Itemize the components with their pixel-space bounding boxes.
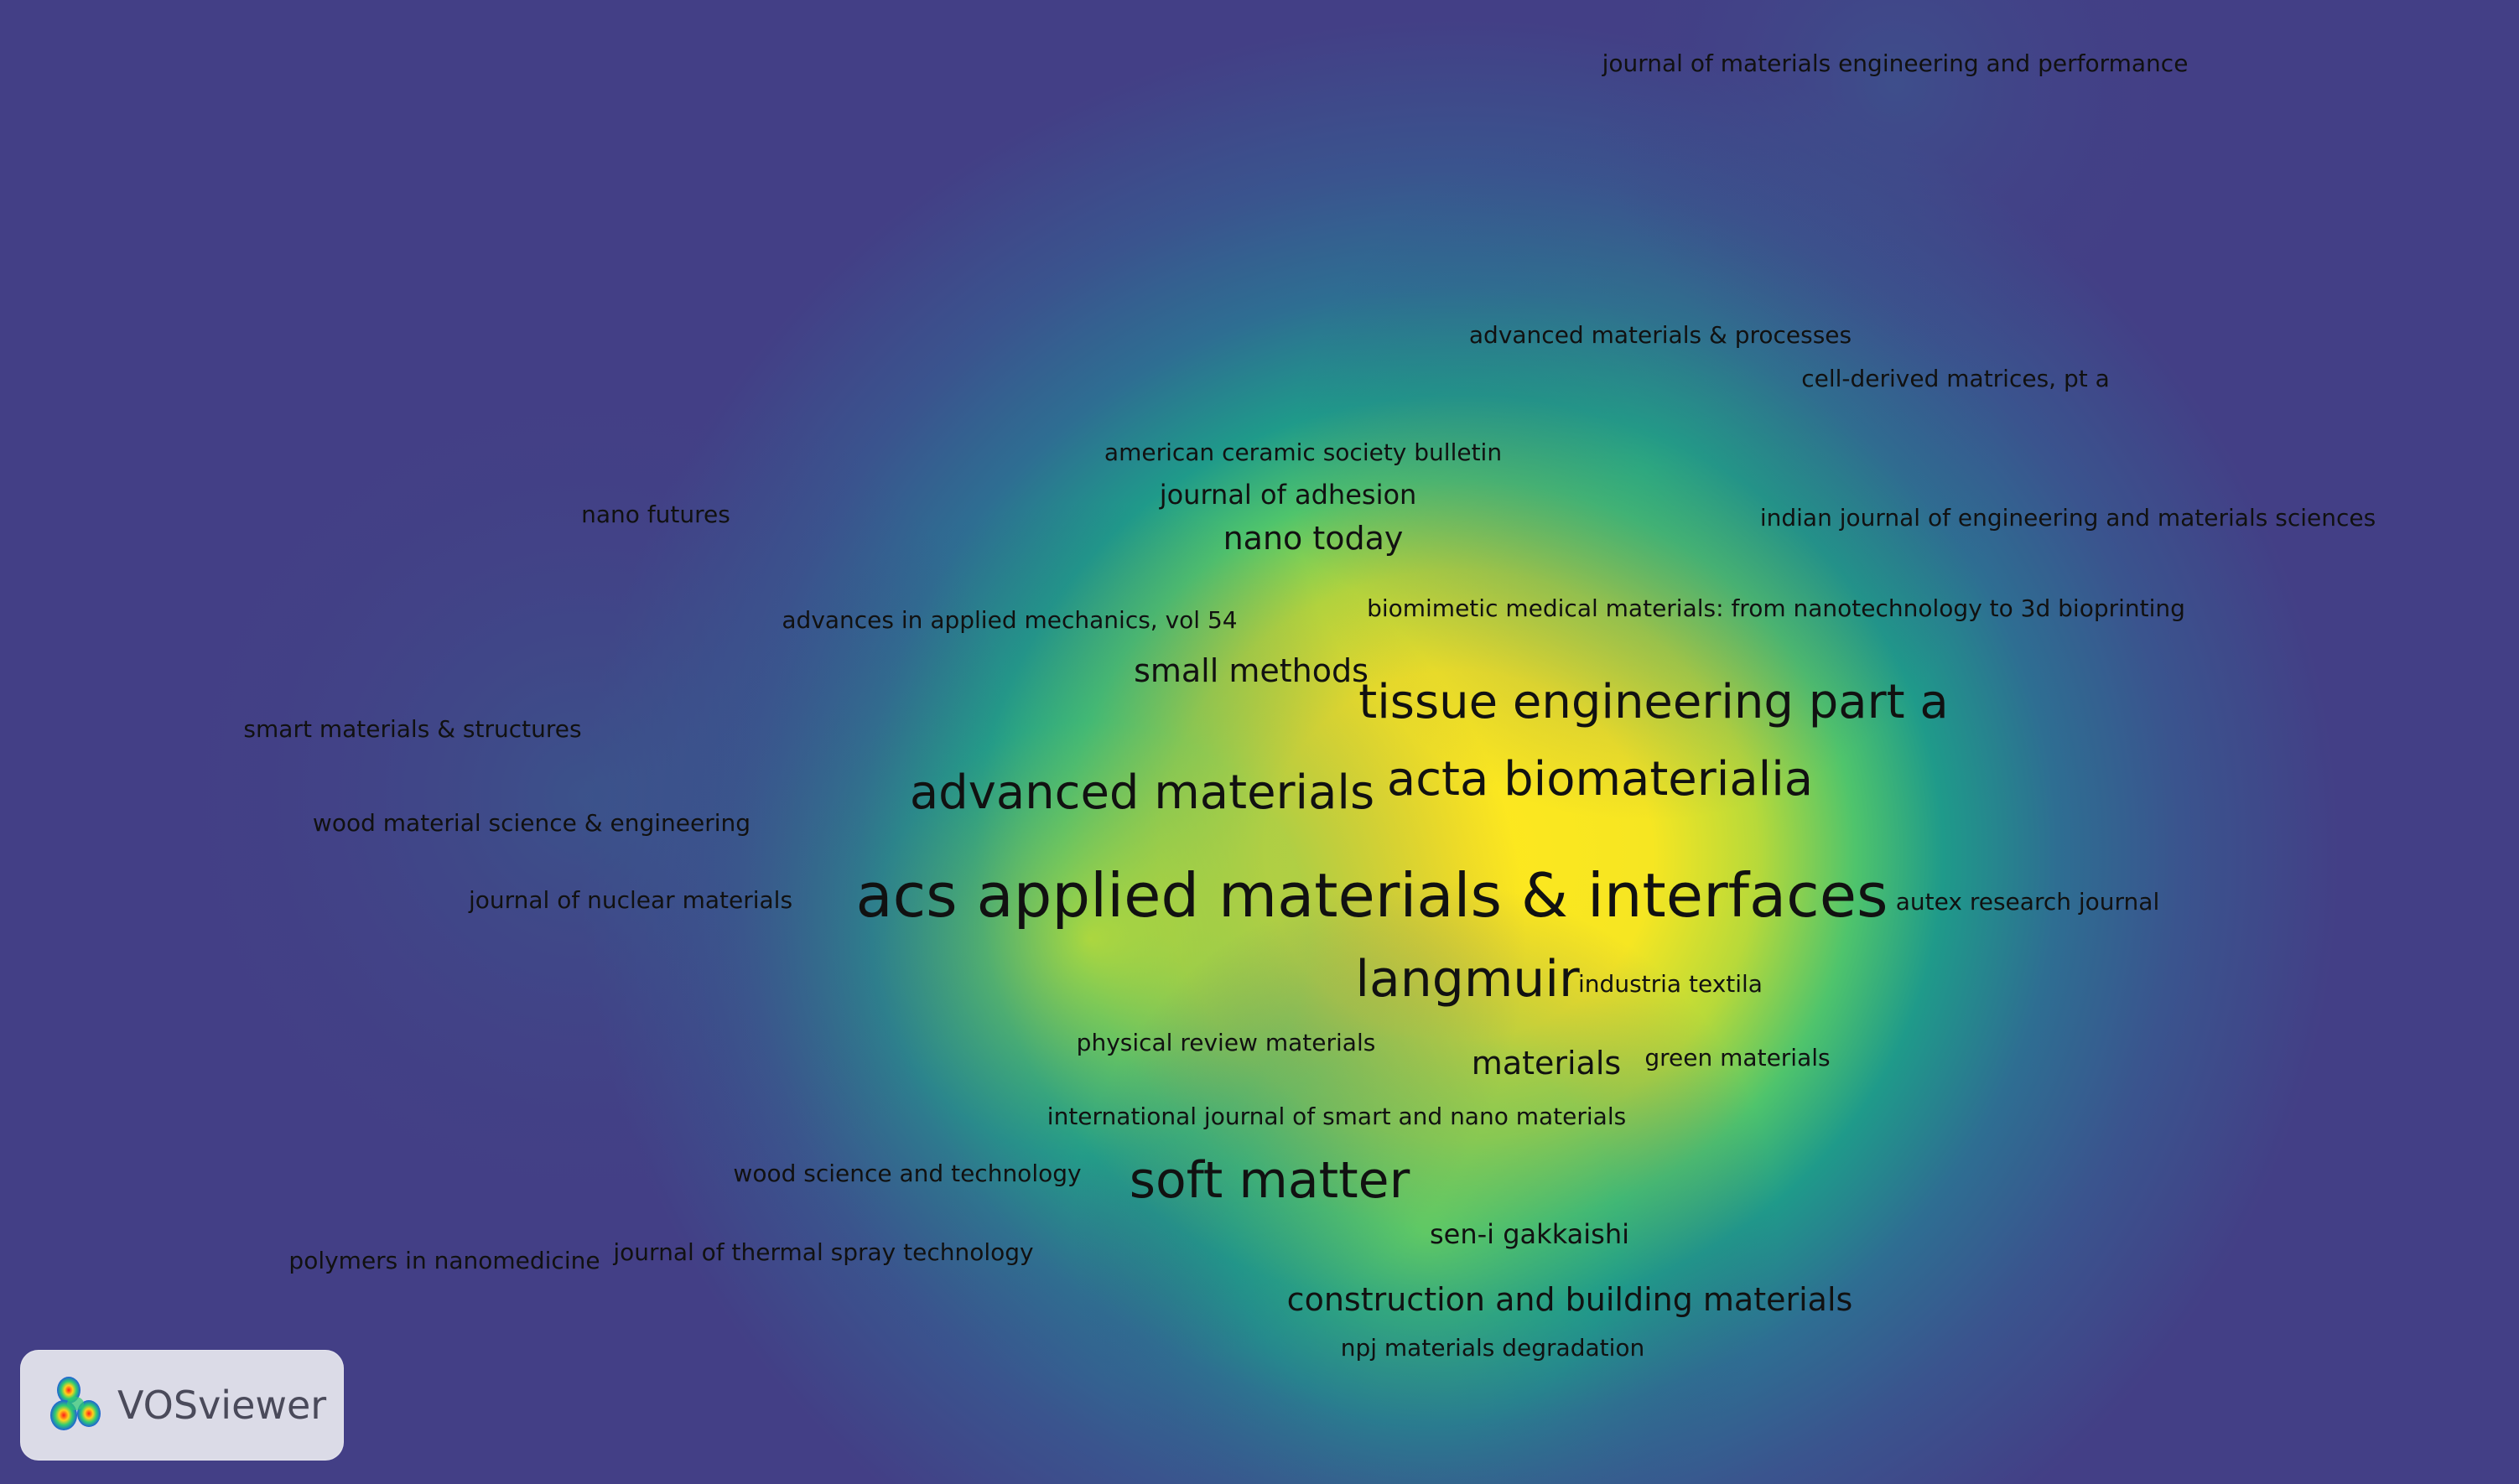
label-journal-of-thermal-spray-technology[interactable]: journal of thermal spray technology	[613, 1238, 1034, 1266]
label-nano-today[interactable]: nano today	[1223, 520, 1404, 557]
label-journal-of-adhesion[interactable]: journal of adhesion	[1159, 479, 1417, 511]
label-indian-journal-of-engineering-and-materials-sciences[interactable]: indian journal of engineering and materi…	[1759, 504, 2376, 532]
label-npj-materials-degradation[interactable]: npj materials degradation	[1340, 1334, 1645, 1362]
label-wood-material-science-and-engineering[interactable]: wood material science & engineering	[312, 809, 751, 837]
label-acta-biomaterialia[interactable]: acta biomaterialia	[1386, 752, 1814, 807]
label-smart-materials-and-structures[interactable]: smart materials & structures	[243, 715, 582, 743]
label-langmuir[interactable]: langmuir	[1355, 950, 1580, 1009]
label-autex-research-journal[interactable]: autex research journal	[1895, 888, 2160, 916]
label-small-methods[interactable]: small methods	[1134, 652, 1369, 689]
label-nano-futures[interactable]: nano futures	[581, 501, 730, 528]
label-international-journal-of-smart-and-nano-materials[interactable]: international journal of smart and nano …	[1047, 1103, 1627, 1130]
vosviewer-logo-text: VOSviewer	[117, 1383, 327, 1428]
label-american-ceramic-society-bulletin[interactable]: american ceramic society bulletin	[1104, 438, 1503, 466]
label-acs-applied-materials-and-interfaces[interactable]: acs applied materials & interfaces	[855, 860, 1888, 931]
label-advanced-materials[interactable]: advanced materials	[909, 765, 1375, 820]
vosviewer-logo-icon	[50, 1377, 101, 1430]
label-materials[interactable]: materials	[1471, 1045, 1622, 1082]
label-soft-matter[interactable]: soft matter	[1129, 1151, 1410, 1210]
label-tissue-engineering-part-a[interactable]: tissue engineering part a	[1358, 675, 1949, 729]
label-advances-in-applied-mechanics[interactable]: advances in applied mechanics, vol 54	[782, 606, 1238, 634]
label-industria-textila[interactable]: industria textila	[1578, 970, 1763, 998]
label-cell-derived-matrices[interactable]: cell-derived matrices, pt a	[1801, 365, 2110, 392]
vosviewer-badge[interactable]: VOSviewer	[20, 1350, 344, 1461]
label-construction-and-building-materials[interactable]: construction and building materials	[1286, 1281, 1853, 1318]
label-physical-review-materials[interactable]: physical review materials	[1076, 1029, 1376, 1056]
label-wood-science-and-technology[interactable]: wood science and technology	[733, 1160, 1082, 1187]
label-green-materials[interactable]: green materials	[1644, 1044, 1831, 1071]
label-polymers-in-nanomedicine[interactable]: polymers in nanomedicine	[288, 1247, 600, 1274]
label-journal-of-nuclear-materials[interactable]: journal of nuclear materials	[468, 886, 793, 914]
label-sen-i-gakkaishi[interactable]: sen-i gakkaishi	[1429, 1218, 1630, 1250]
label-biomimetic-medical-materials[interactable]: biomimetic medical materials: from nanot…	[1367, 594, 2185, 622]
label-advanced-materials-and-processes[interactable]: advanced materials & processes	[1468, 321, 1852, 349]
label-journal-of-materials-engineering-and-performance[interactable]: journal of materials engineering and per…	[1602, 49, 2189, 77]
